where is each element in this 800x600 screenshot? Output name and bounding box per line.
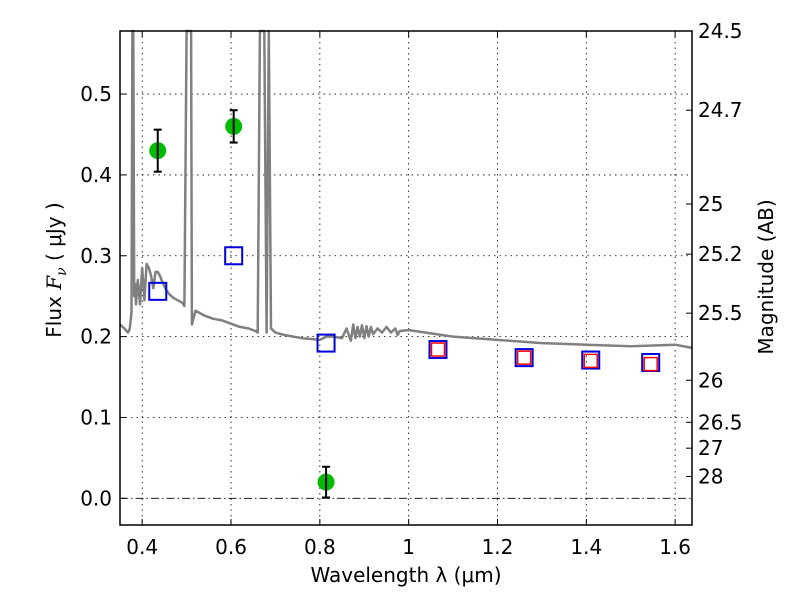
right-axis-label: Magnitude (AB) [754,199,778,354]
blue-square-markers [148,246,661,372]
x-tick-label: 1.4 [570,535,602,559]
x-axis-label: Wavelength λ (μm) [310,563,501,587]
x-tick-label: 0.8 [304,535,336,559]
y-axis-label-subscript: ν [54,267,70,276]
y-axis-ticks: 0.0 0.1 0.2 0.3 0.4 0.5 [80,82,126,510]
blue-square-marker [224,246,244,266]
blue-square-marker [148,281,168,301]
right-tick-label: 26.5 [698,410,743,434]
right-tick-label: 26 [698,368,723,392]
y-axis-label-suffix: ( μJy ) [42,202,66,267]
x-tick-label: 0.6 [215,535,247,559]
red-square-marker [583,353,598,369]
x-tick-label: 1.2 [482,535,514,559]
green-photometry-points [149,109,335,499]
plot-frame [119,30,693,526]
y-tick-label: 0.5 [80,82,112,106]
red-square-markers [430,342,658,372]
x-tick-label: 0.4 [126,535,158,559]
right-tick-label: 25.5 [698,301,743,325]
right-tick-label: 24.7 [698,98,743,122]
y-tick-label: 0.2 [80,325,112,349]
grid-lines [120,31,692,525]
x-tick-label: 1 [402,535,415,559]
y-tick-label: 0.4 [80,163,112,187]
right-tick-label: 25.2 [698,242,743,266]
x-tick-label: 1.6 [659,535,691,559]
red-square-marker [430,342,446,357]
right-tick-label: 24.5 [698,19,743,43]
blue-square-marker [514,348,534,368]
blue-square-marker [581,350,601,370]
y-axis-label-symbol: F [42,275,66,291]
y-tick-label: 0.0 [80,486,112,510]
blue-square-marker [428,340,448,360]
y-axis-label: Flux Fν ( μJy ) [42,202,70,337]
y-axis-label-prefix: Flux [42,290,66,338]
spectrum-polyline [119,29,693,350]
right-tick-label: 27 [698,436,723,460]
red-square-marker [643,356,658,372]
blue-square-marker [316,333,336,353]
x-axis-ticks: 0.4 0.6 0.8 1 1.2 1.4 1.6 [126,31,691,559]
right-tick-label: 25 [698,192,723,216]
right-magnitude-axis-ticks: 24.5 24.7 25 25.2 25.5 26 26.527 28 [686,19,743,488]
y-tick-label: 0.1 [80,405,112,429]
red-square-marker [516,350,532,365]
y-tick-label: 0.3 [80,244,112,268]
right-tick-label: 28 [698,464,723,488]
sed-spectrum-line [119,29,693,350]
